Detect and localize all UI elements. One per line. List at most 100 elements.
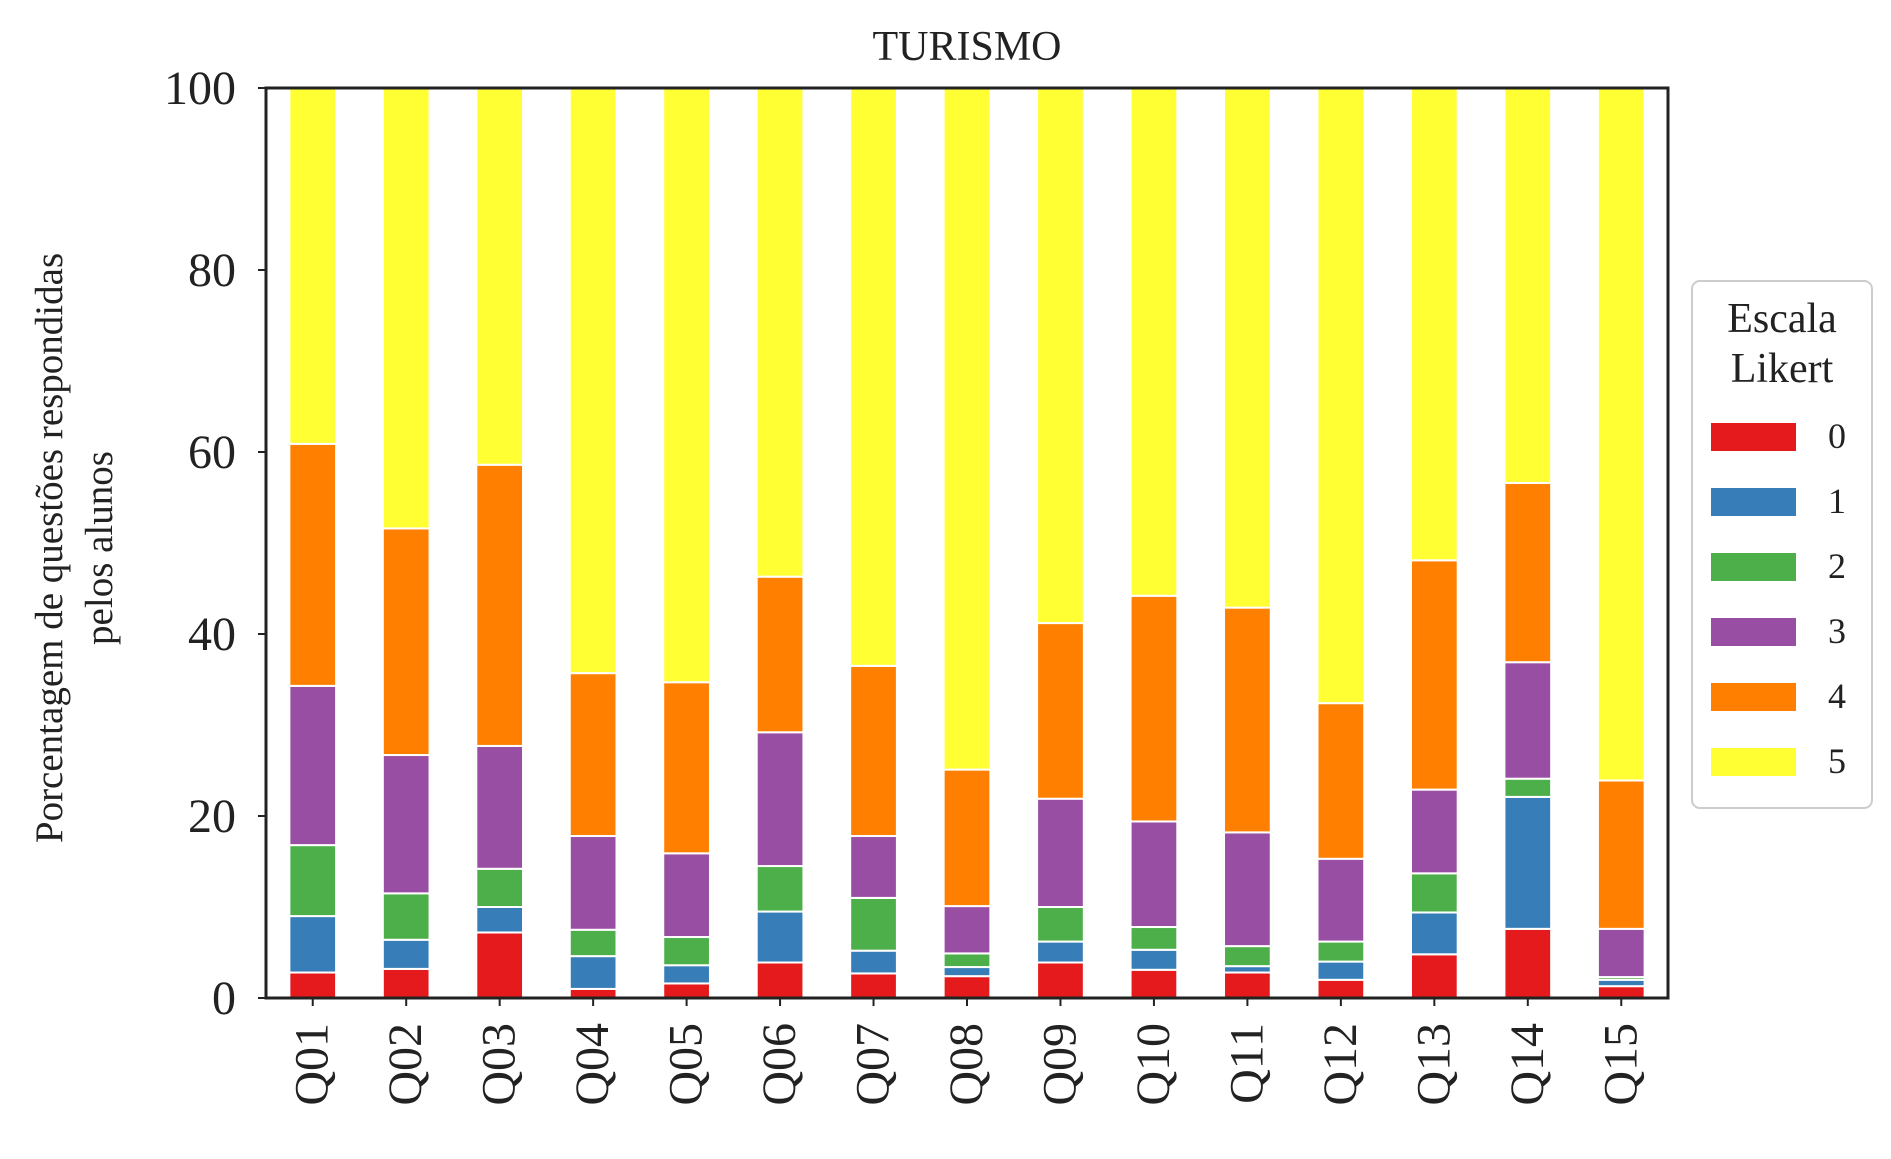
bar-q12-likert-3 (1316, 857, 1366, 943)
x-tick-label-q08: Q08 (940, 1023, 993, 1106)
legend-label-2: 2 (1828, 546, 1846, 586)
x-tick-label-q14: Q14 (1501, 1023, 1554, 1106)
bar-q14-likert-4 (1503, 481, 1553, 664)
bar-q06-likert-0 (755, 961, 805, 1000)
x-tick-label-q11: Q11 (1220, 1023, 1273, 1104)
bar-q13-likert-4 (1409, 559, 1459, 791)
bar-q12-likert-2 (1316, 940, 1366, 963)
bar-q10-likert-4 (1129, 594, 1179, 823)
bar-q01-likert-1 (288, 915, 338, 974)
bar-q09-likert-5 (1036, 87, 1085, 625)
y-axis-label: Porcentagem de questões respondidas pelo… (28, 253, 121, 843)
legend-swatch-5 (1711, 748, 1796, 776)
x-tick-label-q12: Q12 (1314, 1023, 1367, 1106)
y-tick-label: 0 (212, 972, 236, 1025)
bar-q11-likert-5 (1223, 87, 1272, 609)
bar-q03-likert-2 (475, 867, 525, 909)
bar-q08-likert-3 (942, 905, 992, 955)
legend-label-1: 1 (1828, 481, 1846, 521)
bar-q06-likert-3 (755, 731, 805, 868)
bar-q06-likert-4 (755, 575, 805, 734)
bar-q13-likert-3 (1409, 788, 1459, 875)
bar-q08-likert-2 (942, 952, 992, 969)
bar-q15-likert-4 (1596, 779, 1646, 930)
bar-q03-likert-1 (475, 906, 525, 934)
bar-q12-likert-4 (1316, 702, 1366, 860)
legend-title-line-1: Escala (1727, 296, 1837, 342)
x-tick-label-q02: Q02 (379, 1023, 432, 1106)
y-tick-label: 20 (188, 790, 236, 843)
bar-q07-likert-2 (849, 896, 898, 952)
legend: Escala Likert 0 1 2 3 4 5 (1691, 280, 1873, 809)
bar-q02-likert-1 (381, 938, 431, 970)
legend-swatch-4 (1711, 683, 1796, 711)
legend-swatch-2 (1711, 553, 1796, 581)
bar-q01-likert-0 (288, 971, 338, 1000)
bar-q01-likert-4 (288, 442, 338, 687)
bar-q10-likert-0 (1129, 968, 1179, 999)
bar-q11-likert-2 (1223, 945, 1272, 968)
x-tick-label-q06: Q06 (753, 1023, 806, 1106)
bar-q08-likert-0 (942, 975, 992, 999)
bar-q08-likert-5 (942, 87, 992, 771)
y-tick-label: 100 (164, 62, 236, 115)
bar-q06-likert-2 (755, 865, 805, 913)
bar-q02-likert-2 (381, 892, 431, 941)
x-tick-label-q05: Q05 (660, 1023, 713, 1106)
bar-q04-likert-3 (568, 835, 618, 931)
bar-q03-likert-3 (475, 744, 525, 870)
bar-q09-likert-0 (1036, 961, 1085, 1000)
legend-title-line-2: Likert (1731, 346, 1834, 392)
bar-q11-likert-4 (1223, 606, 1272, 834)
bar-q04-likert-2 (568, 928, 618, 958)
bar-q10-likert-3 (1129, 820, 1179, 929)
bar-q14-likert-2 (1503, 777, 1553, 798)
y-tick-label: 60 (188, 426, 236, 479)
legend-items: 0 1 2 3 4 5 (1711, 416, 1846, 781)
y-tick-label: 40 (188, 608, 236, 661)
bar-q12-likert-1 (1316, 960, 1366, 981)
bar-q02-likert-4 (381, 527, 431, 757)
bar-q05-likert-5 (662, 87, 711, 684)
bar-q03-likert-5 (475, 87, 525, 466)
bar-q04-likert-4 (568, 672, 618, 838)
x-tick-label-q04: Q04 (566, 1023, 619, 1106)
legend-label-4: 4 (1828, 676, 1846, 716)
x-tick-label-q07: Q07 (847, 1023, 900, 1106)
bar-q08-likert-1 (942, 966, 992, 978)
bars-group (288, 87, 1646, 1000)
x-tick-label-q09: Q09 (1033, 1023, 1086, 1106)
bar-q12-likert-0 (1316, 978, 1366, 999)
bar-q01-likert-5 (288, 87, 338, 445)
bar-q07-likert-0 (849, 972, 898, 999)
legend-box (1691, 280, 1873, 809)
bar-q07-likert-3 (849, 835, 898, 899)
x-tick-label-q03: Q03 (473, 1023, 526, 1106)
bar-q05-likert-3 (662, 852, 711, 939)
bar-q05-likert-1 (662, 964, 711, 985)
bar-q02-likert-5 (381, 87, 431, 530)
bar-q13-likert-5 (1409, 87, 1459, 562)
bar-q13-likert-1 (1409, 911, 1459, 956)
x-tick-label-q15: Q15 (1594, 1023, 1647, 1106)
y-tick-label: 80 (188, 244, 236, 297)
bar-q15-likert-5 (1596, 87, 1646, 782)
bar-q09-likert-3 (1036, 797, 1085, 909)
bar-q07-likert-4 (849, 664, 898, 838)
bar-q02-likert-0 (381, 967, 431, 1000)
legend-label-3: 3 (1828, 611, 1846, 651)
bar-q15-likert-0 (1596, 985, 1646, 999)
bar-q08-likert-4 (942, 768, 992, 908)
bar-q02-likert-3 (381, 754, 431, 895)
bar-q05-likert-4 (662, 681, 711, 855)
legend-label-0: 0 (1828, 416, 1846, 456)
bar-q12-likert-5 (1316, 87, 1366, 705)
x-tick-label-q01: Q01 (286, 1023, 339, 1106)
bar-q14-likert-3 (1503, 661, 1553, 780)
y-axis-label-line-2: pelos alunos (78, 451, 121, 645)
bar-q05-likert-2 (662, 936, 711, 967)
bar-q04-likert-5 (568, 87, 618, 675)
bar-q03-likert-0 (475, 931, 525, 999)
bar-q10-likert-1 (1129, 948, 1179, 971)
plot-frame (264, 86, 1670, 1000)
